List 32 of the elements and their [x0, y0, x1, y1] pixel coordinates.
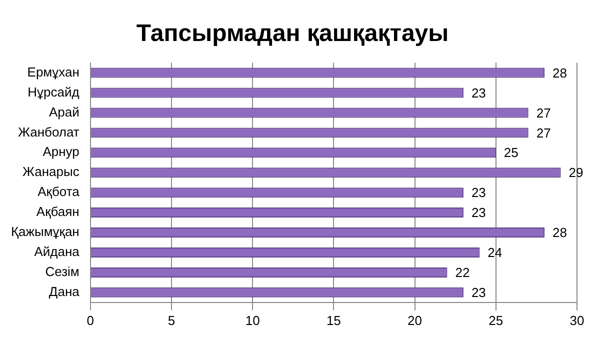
data-label: 23 — [471, 185, 486, 200]
data-label: 23 — [471, 85, 486, 100]
data-label: 29 — [568, 165, 584, 180]
x-tick-label: 5 — [168, 312, 176, 328]
data-label: 28 — [552, 225, 568, 240]
x-tick-label: 20 — [408, 312, 422, 328]
y-tick-label: Арай — [48, 104, 80, 120]
data-label: 22 — [455, 265, 470, 280]
data-label: 27 — [536, 105, 551, 120]
chart-title: Тапсырмадан қашқақтауы — [136, 20, 449, 48]
y-tick-label: Ақбаян — [36, 204, 80, 220]
y-tick-label: Жанарыс — [22, 164, 80, 180]
data-label: 25 — [504, 145, 518, 160]
y-tick-label: Ермұхан — [27, 64, 80, 80]
x-tick-label: 25 — [488, 312, 504, 328]
x-tick-label: 10 — [245, 312, 260, 328]
data-label: 24 — [488, 245, 502, 260]
y-tick-label: Нұрсайд — [28, 84, 80, 100]
data-label: 23 — [471, 205, 486, 220]
x-tick-label: 30 — [570, 312, 584, 328]
y-tick-label: Жанболат — [18, 124, 80, 140]
y-tick-label: Сезім — [45, 264, 80, 280]
y-tick-label: Ақбота — [38, 184, 80, 200]
data-label: 28 — [552, 65, 568, 80]
y-tick-label: Қажымұқан — [10, 224, 80, 240]
data-label: 27 — [536, 125, 551, 140]
y-tick-label: Дана — [48, 284, 80, 299]
data-label: 23 — [471, 284, 486, 300]
y-tick-label: Арнур — [42, 144, 80, 160]
y-tick-label: Айдана — [34, 244, 80, 260]
x-tick-label: 0 — [86, 312, 94, 328]
x-tick-label: 15 — [326, 312, 341, 328]
